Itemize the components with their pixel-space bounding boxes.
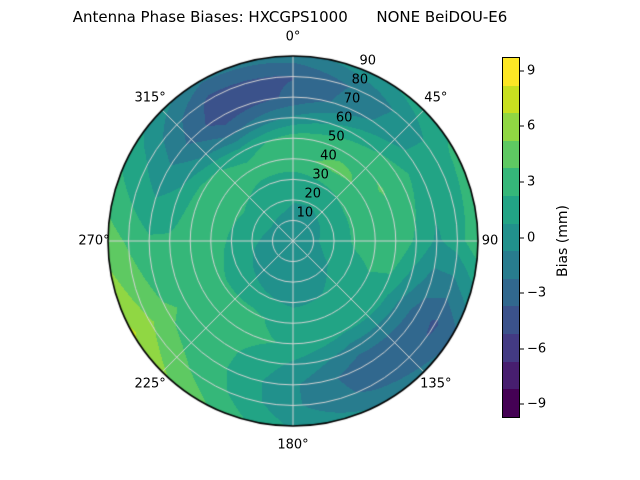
colorbar-band	[503, 251, 519, 279]
radial-tick-label-60: 60	[335, 110, 353, 126]
theta-label-135deg: 135°	[420, 376, 452, 392]
colorbar-band	[503, 223, 519, 252]
radial-tick-label-80: 80	[351, 72, 369, 88]
tick-mark	[520, 348, 524, 350]
theta-label-180deg: 180°	[277, 437, 309, 453]
colorbar-band	[503, 113, 519, 141]
colorbar-axis-label: Bias (mm)	[555, 204, 571, 278]
radial-tick-label-50: 50	[328, 129, 345, 145]
tick-mark	[520, 237, 524, 238]
colorbar-band	[503, 306, 519, 335]
theta-label-225deg: 225°	[134, 376, 166, 392]
colorbar-tick-neg6: −6	[520, 342, 546, 355]
theta-label-90deg: 90	[481, 233, 499, 249]
radial-tick-label-90: 90	[359, 53, 377, 69]
tick-mark	[520, 181, 524, 183]
radial-tick-label-30: 30	[312, 167, 329, 183]
radial-tick-label-20: 20	[304, 186, 321, 202]
colorbar-tick-label: −6	[527, 341, 547, 357]
colorbar-band	[503, 278, 519, 307]
colorbar-band	[503, 58, 519, 86]
tick-mark	[520, 70, 524, 72]
colorbar-band	[503, 334, 519, 362]
theta-label-0deg: 0°	[285, 29, 301, 45]
theta-label-315deg: 315°	[134, 90, 166, 106]
colorbar-tick-neg3: −3	[520, 287, 546, 300]
colorbar-tick-label: −9	[527, 396, 547, 412]
colorbar-band	[503, 389, 519, 417]
colorbar-tick-label: 6	[527, 118, 536, 134]
polar-contour-canvas	[103, 51, 483, 431]
tick-mark	[520, 403, 524, 405]
colorbar-band	[503, 85, 519, 114]
tick-mark	[520, 292, 524, 294]
colorbar	[502, 57, 520, 418]
theta-label-270deg: 270°	[78, 233, 110, 249]
colorbar-tick-3: 3	[520, 175, 535, 188]
colorbar-tick-label: 3	[527, 174, 536, 190]
colorbar-band	[503, 361, 519, 390]
colorbar-tick-label: −3	[527, 285, 547, 301]
radial-tick-label-70: 70	[343, 91, 361, 107]
colorbar-tick-9: 9	[520, 64, 535, 77]
colorbar-tick-6: 6	[520, 120, 535, 133]
radial-tick-label-40: 40	[320, 148, 337, 164]
colorbar-tick-neg9: −9	[520, 398, 546, 411]
radial-tick-label-10: 10	[296, 205, 314, 221]
colorbar-tick-label: 0	[527, 230, 536, 245]
tick-mark	[520, 125, 524, 127]
colorbar-band	[503, 196, 519, 224]
colorbar-tick-label: 9	[527, 63, 536, 79]
colorbar-tick-0: 0	[520, 231, 535, 244]
colorbar-band	[503, 140, 519, 169]
colorbar-band	[503, 168, 519, 197]
theta-label-45deg: 45°	[424, 90, 448, 106]
chart-title: Antenna Phase Biases: HXCGPS1000 NONE Be…	[72, 8, 508, 26]
